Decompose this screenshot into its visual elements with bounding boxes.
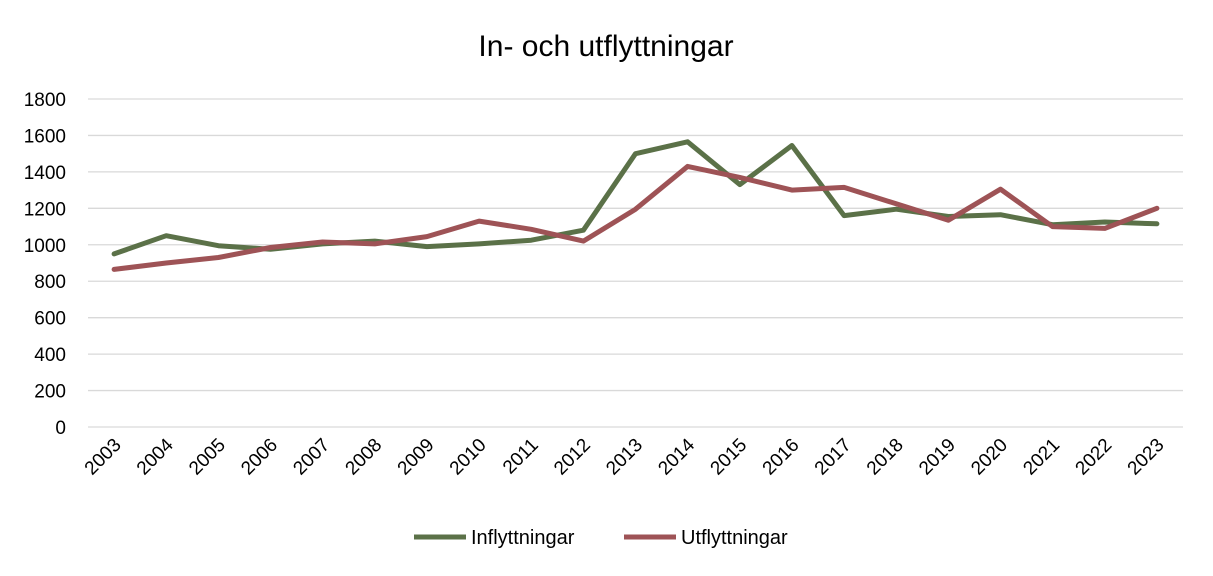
x-tick-label: 2019 xyxy=(915,435,960,480)
legend-label: Utflyttningar xyxy=(681,527,788,549)
y-tick-label: 1000 xyxy=(24,236,66,257)
legend-label: Inflyttningar xyxy=(471,527,575,549)
x-tick-label: 2013 xyxy=(602,435,647,480)
y-tick-label: 600 xyxy=(34,309,66,330)
y-tick-label: 200 xyxy=(34,382,66,403)
y-axis-tick-labels: 0 200 400 600 800 1000 1200 1400 1600 1800 xyxy=(24,90,66,439)
x-tick-label: 2022 xyxy=(1072,435,1117,480)
x-tick-label: 2008 xyxy=(342,435,387,480)
x-tick-label: 2017 xyxy=(811,435,856,480)
x-tick-label: 2015 xyxy=(707,435,752,480)
gridlines xyxy=(88,98,1183,428)
x-tick-label: 2006 xyxy=(237,435,282,480)
x-tick-label: 2011 xyxy=(499,435,543,479)
series-line-2 xyxy=(111,163,1160,272)
x-tick-label: 2007 xyxy=(289,435,334,480)
y-tick-label: 1800 xyxy=(24,90,66,111)
x-tick-label: 2023 xyxy=(1124,435,1169,480)
x-tick-label: 2005 xyxy=(185,435,230,480)
x-tick-label: 2010 xyxy=(446,435,491,480)
x-tick-label: 2003 xyxy=(81,435,126,480)
y-tick-label: 1400 xyxy=(24,163,66,184)
y-tick-label: 1200 xyxy=(24,199,66,220)
x-tick-label: 2009 xyxy=(394,435,439,480)
x-tick-label: 2016 xyxy=(759,435,804,480)
x-tick-label: 2012 xyxy=(550,435,595,480)
y-tick-label: 400 xyxy=(34,345,66,366)
x-tick-label: 2021 xyxy=(1019,435,1064,480)
chart-title: In- och utflyttningar xyxy=(478,30,733,63)
series-line-1 xyxy=(111,139,1160,257)
x-tick-label: 2020 xyxy=(967,435,1012,480)
y-tick-label: 1600 xyxy=(24,126,66,147)
series-lines xyxy=(111,139,1160,272)
x-tick-label: 2014 xyxy=(654,434,699,479)
y-tick-label: 0 xyxy=(55,418,66,439)
y-tick-label: 800 xyxy=(34,272,66,293)
legend: Inflyttningar Utflyttningar xyxy=(414,527,788,549)
x-tick-label: 2004 xyxy=(133,434,178,479)
x-tick-label: 2018 xyxy=(863,435,908,480)
x-axis-tick-labels: 2003 2004 2005 2006 2007 2008 2009 2010 2011 2012… xyxy=(81,434,1169,479)
